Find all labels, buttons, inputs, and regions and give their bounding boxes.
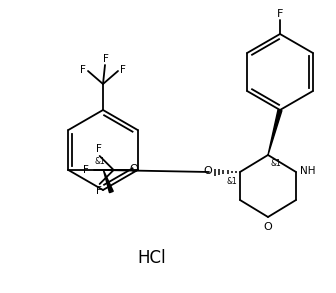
Text: F: F bbox=[103, 54, 109, 64]
Text: F: F bbox=[80, 65, 86, 75]
Text: F: F bbox=[277, 9, 283, 19]
Polygon shape bbox=[103, 170, 113, 193]
Text: O: O bbox=[204, 166, 212, 176]
Text: NH: NH bbox=[300, 166, 316, 176]
Text: &1: &1 bbox=[95, 158, 106, 166]
Polygon shape bbox=[268, 110, 282, 155]
Text: HCl: HCl bbox=[138, 249, 166, 267]
Text: F: F bbox=[96, 144, 101, 154]
Text: O: O bbox=[264, 222, 272, 232]
Text: F: F bbox=[83, 165, 89, 175]
Text: F: F bbox=[96, 186, 101, 196]
Text: O: O bbox=[129, 164, 138, 174]
Text: &1: &1 bbox=[270, 159, 281, 168]
Text: F: F bbox=[120, 65, 126, 75]
Text: &1: &1 bbox=[226, 176, 237, 185]
